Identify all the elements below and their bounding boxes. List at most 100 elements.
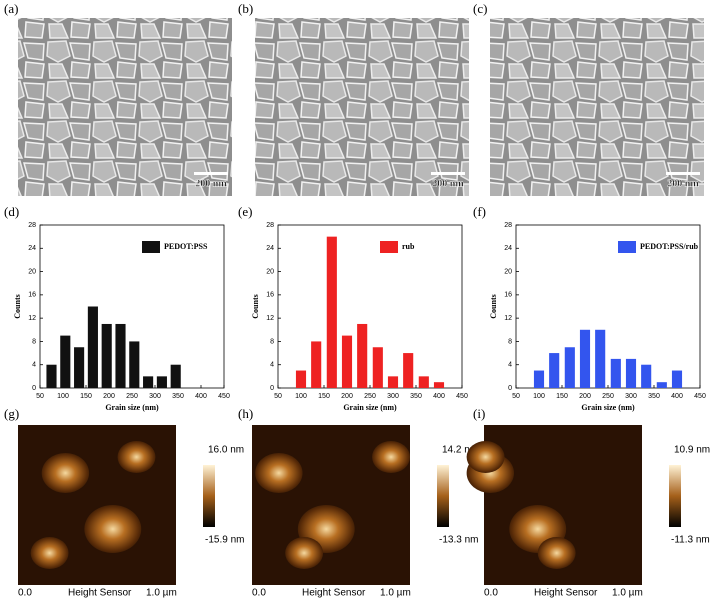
sem-image xyxy=(490,18,704,196)
bar xyxy=(170,364,181,388)
bar xyxy=(46,364,57,388)
x-tick-label: 200 xyxy=(103,393,115,400)
legend-swatch xyxy=(142,241,160,253)
x-tick-label: 150 xyxy=(556,393,568,400)
bar xyxy=(74,347,85,388)
legend-label: PEDOT:PSS/rub xyxy=(640,242,699,251)
afm-feature xyxy=(466,441,505,473)
legend-swatch xyxy=(618,241,636,253)
color-bar-min: -15.9 nm xyxy=(205,535,244,546)
color-bar-max: 14.2 nm xyxy=(442,445,478,456)
bar xyxy=(372,347,383,388)
bar xyxy=(656,382,667,388)
bar xyxy=(143,376,154,388)
sem-image xyxy=(18,18,232,196)
x-tick-label: 200 xyxy=(341,393,353,400)
axis-end: 1.0 µm xyxy=(146,588,177,599)
y-tick-label: 4 xyxy=(32,362,36,369)
y-tick-label: 12 xyxy=(504,315,512,322)
axis-label: Height Sensor xyxy=(302,588,366,599)
y-tick-label: 20 xyxy=(266,268,274,275)
x-tick-label: 450 xyxy=(456,393,468,400)
bar xyxy=(418,376,429,388)
bar xyxy=(156,376,167,388)
x-tick-label: 50 xyxy=(274,393,282,400)
y-axis-label: Counts xyxy=(13,294,22,318)
y-tick-label: 28 xyxy=(266,222,274,229)
afm-feature xyxy=(537,537,576,569)
afm-feature xyxy=(255,453,303,493)
legend-label: rub xyxy=(402,242,415,251)
x-tick-label: 450 xyxy=(218,393,230,400)
y-tick-label: 28 xyxy=(28,222,36,229)
color-bar xyxy=(669,465,681,527)
plot-frame xyxy=(277,224,463,389)
bar xyxy=(357,323,368,388)
panel-label: (e) xyxy=(238,204,252,219)
y-tick-label: 0 xyxy=(270,385,274,392)
bar xyxy=(60,335,71,388)
color-bar-min: -13.3 nm xyxy=(439,535,478,546)
scale-bar xyxy=(431,172,465,175)
bar xyxy=(326,236,337,388)
x-tick-label: 150 xyxy=(318,393,330,400)
axis-label: Height Sensor xyxy=(534,588,598,599)
bar xyxy=(403,353,414,388)
afm-feature xyxy=(41,453,90,493)
bar xyxy=(87,306,98,388)
bar xyxy=(129,341,140,388)
x-tick-label: 100 xyxy=(57,393,69,400)
legend-label: PEDOT:PSS xyxy=(164,242,208,251)
x-tick-label: 350 xyxy=(410,393,422,400)
afm-feature xyxy=(285,537,324,569)
bar xyxy=(671,370,683,388)
x-tick-label: 300 xyxy=(387,393,399,400)
axis-end: 1.0 µm xyxy=(380,588,411,599)
afm-feature xyxy=(84,505,142,553)
x-axis-label: Grain size (nm) xyxy=(581,403,635,412)
color-bar-max: 16.0 nm xyxy=(208,445,244,456)
y-axis-label: Counts xyxy=(489,294,498,318)
x-tick-label: 150 xyxy=(80,393,92,400)
legend-swatch xyxy=(380,241,398,253)
y-tick-label: 0 xyxy=(508,385,512,392)
afm-feature xyxy=(117,441,156,473)
x-tick-label: 450 xyxy=(694,393,706,400)
scale-bar-label: 200 nm xyxy=(432,178,464,189)
scale-bar xyxy=(666,172,700,175)
y-tick-label: 28 xyxy=(504,222,512,229)
color-bar xyxy=(203,465,215,527)
x-tick-label: 250 xyxy=(602,393,614,400)
afm-feature xyxy=(372,441,410,473)
y-tick-label: 8 xyxy=(508,338,512,345)
color-bar-min: -11.3 nm xyxy=(671,535,710,546)
y-tick-label: 24 xyxy=(266,245,274,252)
x-axis-label: Grain size (nm) xyxy=(105,403,159,412)
y-tick-label: 20 xyxy=(504,268,512,275)
bar xyxy=(610,358,621,388)
panel-label: (b) xyxy=(238,1,253,16)
y-tick-label: 16 xyxy=(266,292,274,299)
y-tick-label: 20 xyxy=(28,268,36,275)
panel-label: (i) xyxy=(473,406,485,421)
y-tick-label: 12 xyxy=(28,315,36,322)
x-tick-label: 300 xyxy=(149,393,161,400)
scale-bar-label: 200 nm xyxy=(195,178,227,189)
bar xyxy=(433,382,445,388)
afm-feature xyxy=(30,537,69,569)
bar xyxy=(533,370,545,388)
y-tick-label: 4 xyxy=(508,362,512,369)
panel-label: (c) xyxy=(473,1,487,16)
color-bar-max: 10.9 nm xyxy=(674,445,710,456)
axis-label: Height Sensor xyxy=(68,588,132,599)
panel-label: (g) xyxy=(4,406,19,421)
x-tick-label: 350 xyxy=(172,393,184,400)
sem-image xyxy=(255,18,469,196)
y-tick-label: 0 xyxy=(32,385,36,392)
panel-label: (h) xyxy=(238,406,253,421)
y-tick-label: 8 xyxy=(270,338,274,345)
x-tick-label: 250 xyxy=(126,393,138,400)
scale-bar xyxy=(194,172,228,175)
x-tick-label: 400 xyxy=(671,393,683,400)
